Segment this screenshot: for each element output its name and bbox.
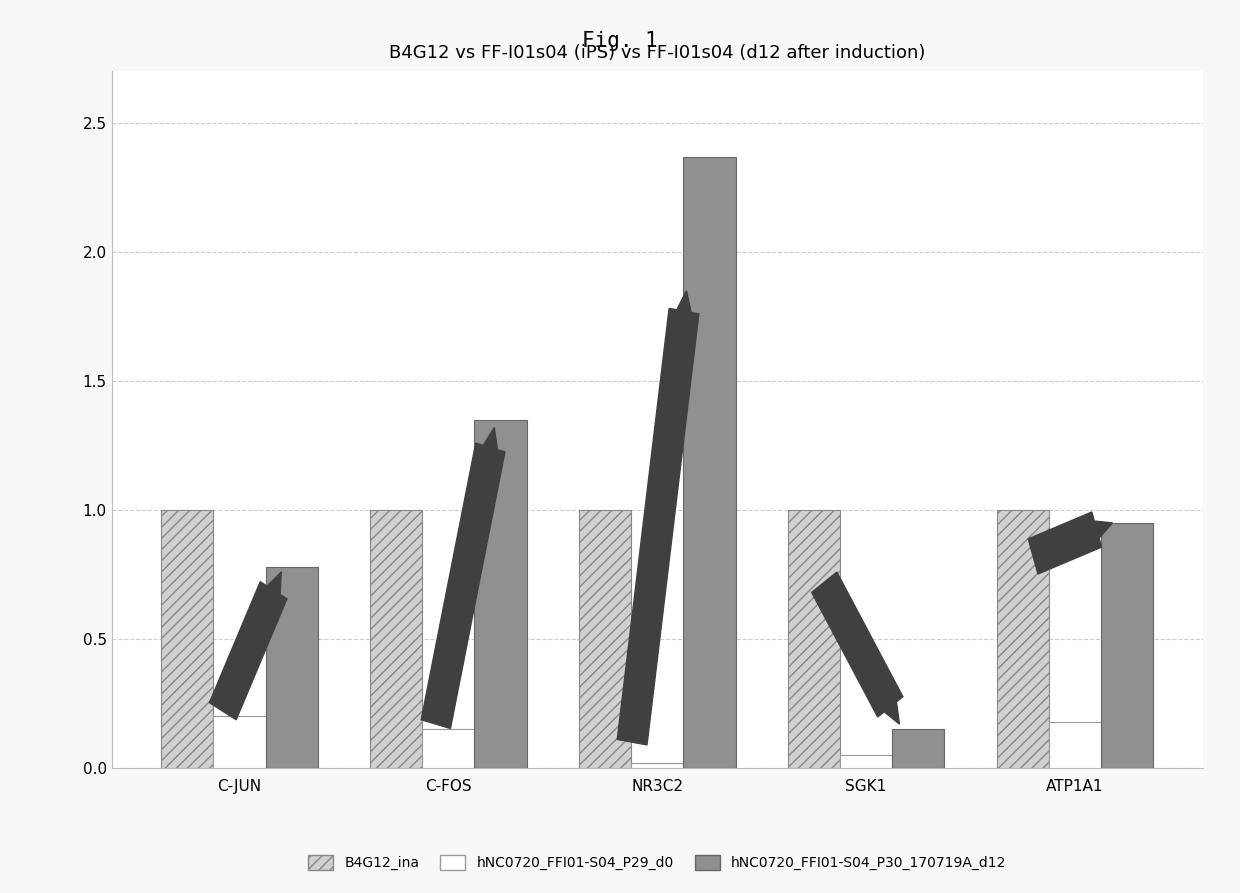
Bar [265,567,317,768]
Bar [423,730,475,768]
Bar [997,510,1049,768]
FancyArrow shape [210,572,286,720]
Bar [1101,523,1153,768]
Text: Fig. 1: Fig. 1 [582,31,658,51]
Bar [683,156,735,768]
Bar [631,763,683,768]
Bar [839,755,892,768]
Bar [161,510,213,768]
Bar [1049,722,1101,768]
Legend: B4G12_ina, hNC0720_FFI01-S04_P29_d0, hNC0720_FFI01-S04_P30_170719A_d12: B4G12_ina, hNC0720_FFI01-S04_P29_d0, hNC… [303,850,1012,876]
Bar [892,730,945,768]
Bar [370,510,423,768]
Bar [213,716,265,768]
Bar [475,420,527,768]
FancyArrow shape [1028,512,1112,574]
Bar [787,510,839,768]
FancyArrow shape [422,428,505,729]
Bar [579,510,631,768]
FancyArrow shape [812,572,903,724]
FancyArrow shape [618,291,699,745]
Title: B4G12 vs FF-I01s04 (iPS) vs FF-I01s04 (d12 after induction): B4G12 vs FF-I01s04 (iPS) vs FF-I01s04 (d… [389,44,925,62]
